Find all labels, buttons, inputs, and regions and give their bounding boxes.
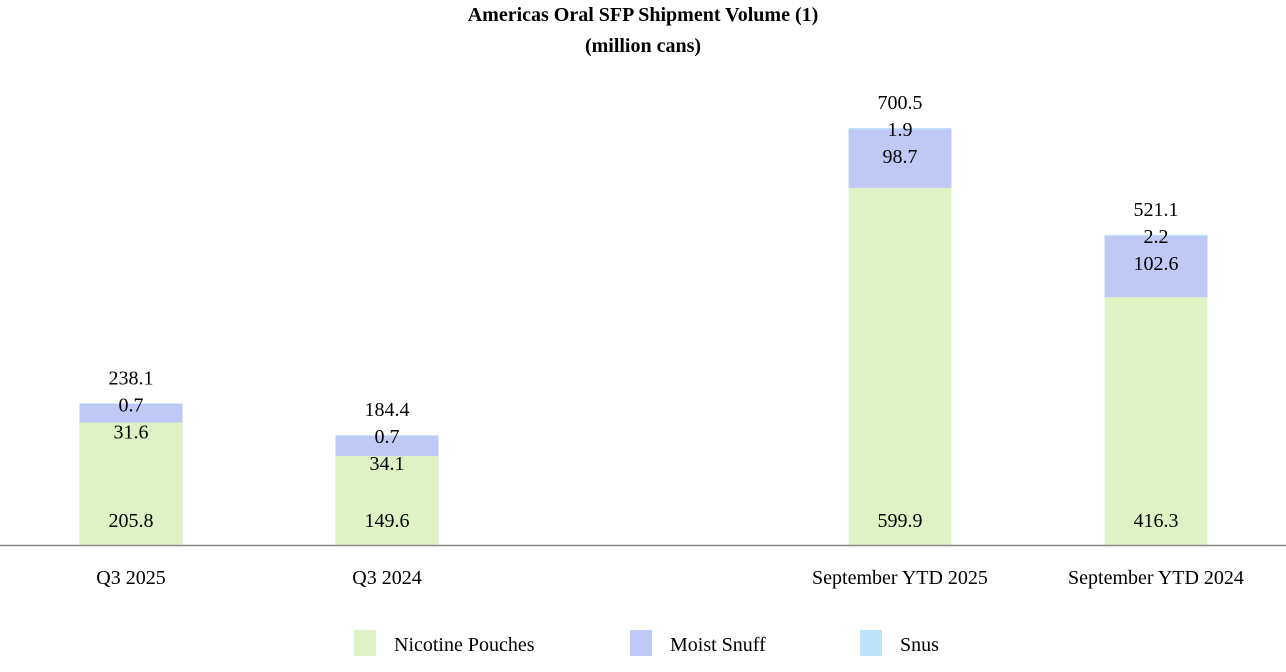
data-label-snus: 1.9 (888, 119, 913, 141)
legend-label: Nicotine Pouches (394, 634, 535, 656)
bar-segment-moist-snuff (335, 435, 439, 456)
x-tick-label: September YTD 2025 (812, 567, 988, 589)
legend-swatch (630, 630, 652, 656)
data-label-moist-snuff: 98.7 (883, 146, 918, 168)
bar-segment-snus (848, 128, 952, 130)
data-label-moist-snuff: 34.1 (370, 453, 405, 475)
chart-subtitle: (million cans) (585, 35, 701, 57)
data-label-snus: 0.7 (375, 426, 400, 448)
x-tick-label: Q3 2024 (352, 567, 421, 589)
data-label-snus: 0.7 (119, 394, 144, 416)
x-tick-label: September YTD 2024 (1068, 567, 1244, 589)
bar-segment-nicotine-pouches (79, 422, 183, 545)
data-label-snus: 2.2 (1144, 226, 1169, 248)
data-label-nicotine-pouches: 599.9 (878, 510, 923, 532)
data-label-nicotine-pouches: 149.6 (365, 510, 410, 532)
x-tick-label: Q3 2025 (96, 567, 165, 589)
data-label-total: 700.5 (878, 92, 923, 114)
chart-title: Americas Oral SFP Shipment Volume (1) (468, 4, 819, 26)
bar-segment-nicotine-pouches (1104, 297, 1208, 545)
data-label-moist-snuff: 102.6 (1134, 253, 1179, 275)
data-label-nicotine-pouches: 205.8 (109, 510, 154, 532)
legend-swatch (860, 630, 882, 656)
bar-segment-moist-snuff (79, 403, 183, 423)
data-label-total: 184.4 (365, 399, 410, 421)
data-label-moist-snuff: 31.6 (114, 421, 149, 443)
legend-label: Snus (900, 634, 939, 656)
data-label-total: 521.1 (1134, 199, 1179, 221)
data-label-nicotine-pouches: 416.3 (1134, 510, 1179, 532)
legend-swatch (354, 630, 376, 656)
legend-label: Moist Snuff (670, 634, 766, 656)
data-label-total: 238.1 (109, 367, 154, 389)
bar-segment-snus (1104, 234, 1208, 237)
bar-segment-nicotine-pouches (848, 187, 952, 545)
bar-segment-moist-snuff (1104, 236, 1208, 298)
bar-segment-moist-snuff (848, 129, 952, 188)
bar-segment-nicotine-pouches (335, 455, 439, 545)
